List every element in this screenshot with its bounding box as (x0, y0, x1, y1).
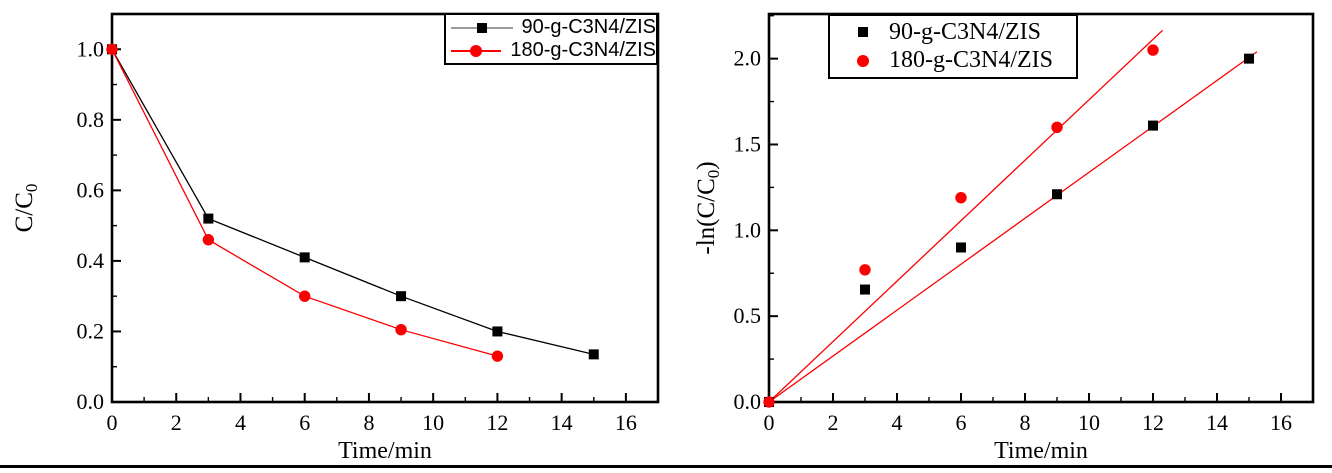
svg-text:12: 12 (1142, 410, 1164, 435)
circle-marker-icon (763, 396, 775, 408)
legend-sample-90g (451, 21, 513, 35)
svg-text:2: 2 (828, 410, 839, 435)
circle-marker-icon (491, 350, 504, 362)
left-yaxis-title-sub: 0 (22, 184, 41, 193)
right-fit-line (768, 29, 1164, 403)
svg-text:16: 16 (1270, 410, 1292, 435)
svg-text:12: 12 (486, 410, 508, 435)
square-marker-icon (476, 22, 487, 33)
svg-text:0.2: 0.2 (77, 318, 105, 343)
circle-marker-icon (859, 264, 871, 276)
square-marker-icon (396, 291, 407, 302)
legend-sample-180g (846, 54, 880, 68)
square-marker-icon (1052, 189, 1062, 200)
right-chart-legend: 90-g-C3N4/ZIS 180-g-C3N4/ZIS (828, 14, 1078, 79)
circle-marker-icon (470, 44, 483, 57)
square-marker-icon (1244, 53, 1254, 64)
left-yaxis-title-main: C/C (11, 192, 38, 232)
left-xaxis-title: Time/min (338, 438, 432, 464)
svg-text:1.5: 1.5 (734, 131, 762, 156)
svg-text:2: 2 (171, 410, 182, 435)
svg-text:4: 4 (235, 410, 246, 435)
svg-text:10: 10 (422, 410, 444, 435)
circle-marker-icon (106, 43, 118, 55)
square-marker-icon (588, 349, 599, 360)
right-fit-line (768, 51, 1258, 403)
square-marker-icon (1148, 120, 1158, 131)
legend-label-180g: 180-g-C3N4/ZIS (889, 47, 1053, 74)
right-xaxis-title: Time/min (994, 438, 1088, 464)
svg-text:0: 0 (764, 410, 775, 435)
circle-marker-icon (955, 191, 967, 204)
svg-text:0.4: 0.4 (77, 248, 105, 273)
legend-sample-180g (451, 44, 502, 58)
svg-text:10: 10 (1078, 410, 1100, 435)
svg-text:6: 6 (299, 410, 310, 435)
legend-label-90g: 90-g-C3N4/ZIS (521, 16, 657, 38)
svg-text:16: 16 (615, 410, 637, 435)
circle-marker-icon (1147, 44, 1159, 56)
legend-item-180g: 180-g-C3N4/ZIS (446, 39, 656, 62)
svg-text:1.0: 1.0 (734, 217, 762, 242)
right-yaxis-title-post: ) (693, 161, 720, 169)
svg-text:14: 14 (1206, 410, 1228, 435)
legend-item-180g: 180-g-C3N4/ZIS (830, 47, 1076, 74)
square-marker-icon (956, 242, 966, 253)
svg-text:14: 14 (551, 410, 573, 435)
left-plot-border (110, 12, 660, 404)
right-yaxis-title-sub: 0 (704, 170, 723, 179)
square-marker-icon (299, 252, 310, 263)
legend-item-90g: 90-g-C3N4/ZIS (446, 16, 656, 39)
svg-text:6: 6 (956, 410, 967, 435)
square-marker-icon (492, 326, 503, 337)
svg-text:1.0: 1.0 (77, 36, 105, 61)
svg-text:0.0: 0.0 (734, 389, 762, 414)
circle-marker-icon (202, 234, 215, 246)
square-marker-icon (203, 213, 214, 224)
circle-marker-icon (857, 54, 869, 67)
svg-text:0.6: 0.6 (77, 177, 105, 202)
svg-text:4: 4 (892, 410, 903, 435)
circle-marker-icon (395, 323, 407, 336)
legend-item-90g: 90-g-C3N4/ZIS (830, 18, 1076, 45)
svg-text:0: 0 (107, 410, 118, 435)
svg-text:0.5: 0.5 (734, 303, 762, 328)
svg-text:2.0: 2.0 (734, 46, 762, 71)
square-marker-icon (858, 27, 868, 38)
left-chart: 0 2 4 6 8 10 12 14 16 0.0 0.2 0.4 0.6 0.8 1.0 (77, 12, 660, 435)
square-marker-icon (860, 284, 870, 295)
svg-text:8: 8 (1020, 410, 1031, 435)
left-chart-legend: 90-g-C3N4/ZIS 180-g-C3N4/ZIS (444, 13, 658, 65)
right-yaxis-title: -ln(C/C0) (693, 161, 723, 254)
svg-text:8: 8 (363, 410, 374, 435)
circle-marker-icon (299, 290, 311, 302)
circle-marker-icon (1051, 121, 1063, 134)
svg-text:0.0: 0.0 (77, 389, 105, 414)
svg-text:0.8: 0.8 (77, 107, 105, 132)
legend-sample-90g (846, 25, 880, 39)
page-rule-divider (0, 465, 1332, 468)
legend-label-90g: 90-g-C3N4/ZIS (889, 18, 1041, 45)
legend-label-180g: 180-g-C3N4/ZIS (510, 39, 656, 61)
left-series-line (111, 48, 594, 356)
right-yaxis-title-main: -ln(C/C (693, 178, 720, 254)
left-yaxis-title: C/C0 (11, 184, 41, 233)
